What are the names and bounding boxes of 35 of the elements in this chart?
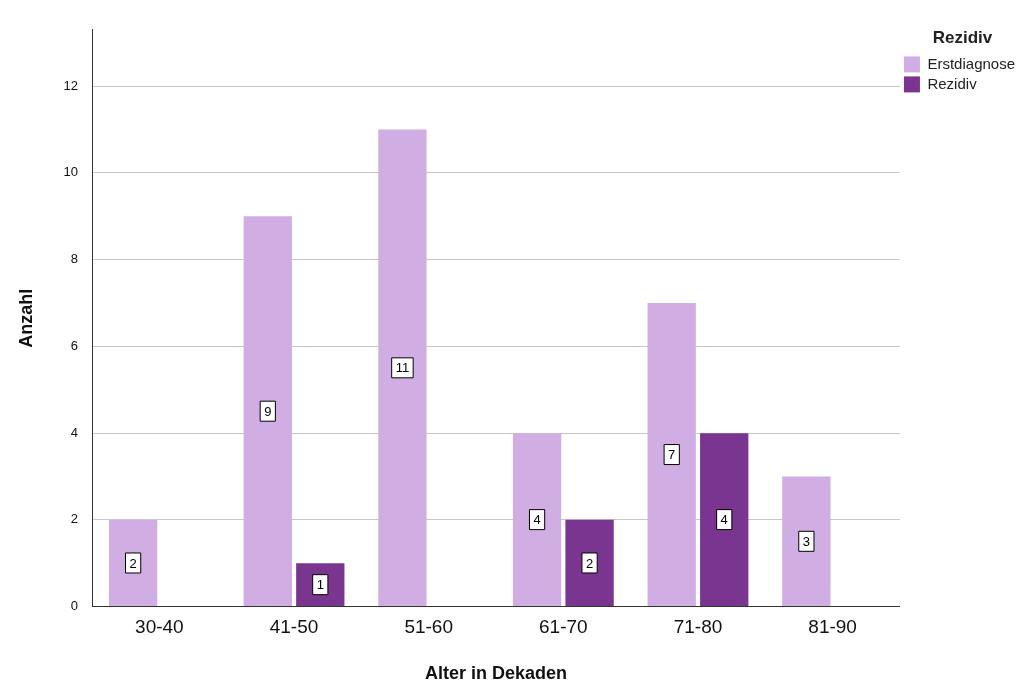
y-tick-label: 0 bbox=[70, 598, 79, 614]
data-label: 11 bbox=[395, 360, 410, 376]
x-axis-title: Alter in Dekaden bbox=[424, 663, 568, 684]
data-label: 2 bbox=[129, 555, 137, 571]
bar bbox=[512, 433, 562, 607]
data-label: 3 bbox=[802, 533, 810, 549]
y-tick-label: 2 bbox=[70, 511, 79, 527]
x-tick-label: 81-90 bbox=[808, 616, 857, 638]
bar bbox=[378, 129, 427, 607]
y-tick-label: 6 bbox=[70, 337, 79, 353]
bar bbox=[243, 216, 292, 607]
legend-label: Rezidiv bbox=[927, 74, 978, 92]
y-tick-label: 10 bbox=[63, 164, 79, 180]
x-tick-label: 41-50 bbox=[269, 616, 319, 638]
x-tick-label: 51-60 bbox=[404, 616, 453, 638]
data-label: 4 bbox=[720, 512, 728, 528]
bar bbox=[700, 433, 749, 607]
bar bbox=[647, 303, 696, 607]
y-axis-title: Anzahl bbox=[15, 288, 36, 348]
y-tick-label: 8 bbox=[70, 251, 79, 267]
data-label: 4 bbox=[533, 512, 541, 528]
bar bbox=[565, 519, 614, 607]
data-label: 9 bbox=[264, 403, 272, 419]
y-tick-label: 4 bbox=[70, 424, 79, 440]
legend-title: Rezidiv bbox=[932, 28, 993, 48]
data-label: 7 bbox=[668, 447, 676, 463]
x-tick-label: 30-40 bbox=[135, 616, 184, 638]
data-label: 1 bbox=[316, 577, 324, 593]
y-tick-label: 12 bbox=[63, 77, 79, 93]
legend-label: Erstdiagnose bbox=[927, 54, 1016, 72]
x-tick-label: 71-80 bbox=[673, 616, 723, 638]
bar bbox=[782, 476, 831, 607]
x-tick-label: 61-70 bbox=[539, 616, 588, 638]
bar bbox=[108, 519, 158, 607]
data-label: 2 bbox=[585, 555, 594, 571]
